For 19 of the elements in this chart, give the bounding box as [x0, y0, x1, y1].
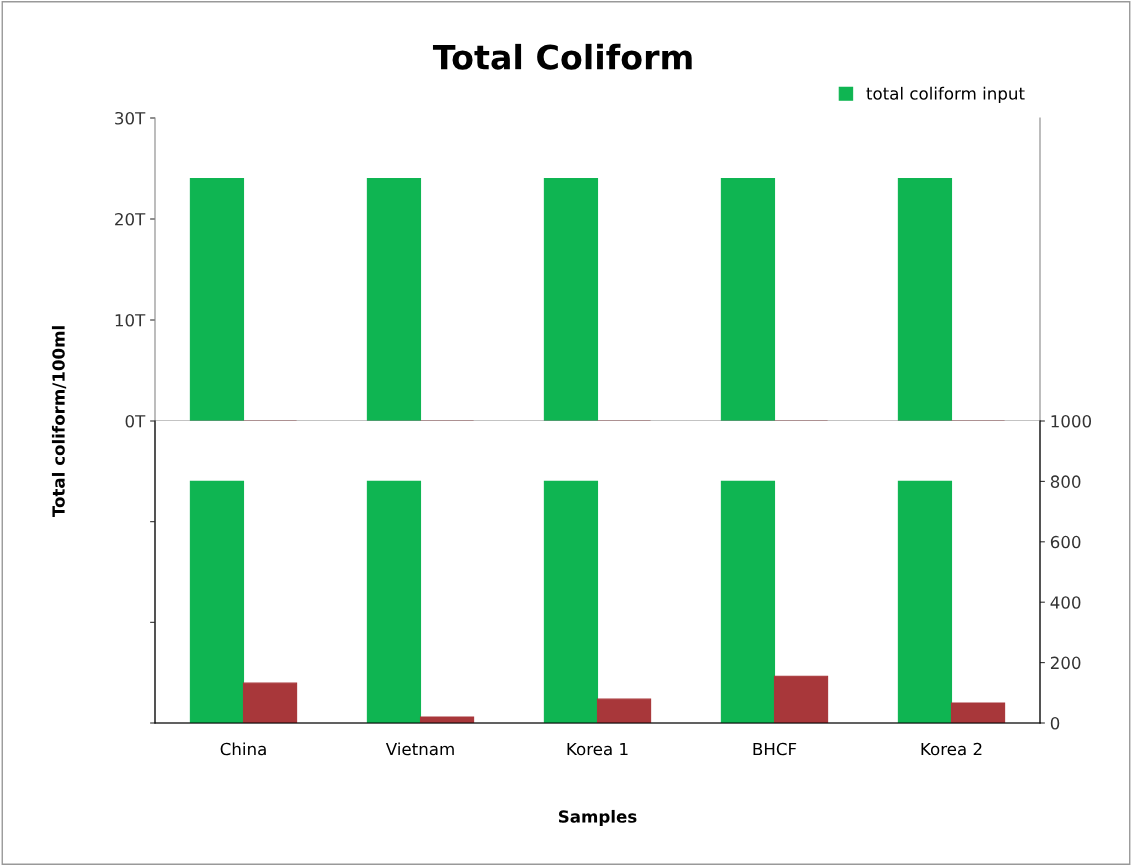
chart-title: Total Coliform — [432, 43, 692, 70]
y2-tick-label: 800 — [1050, 475, 1081, 488]
x-axis-title: Samples — [558, 809, 637, 827]
x-tick-label: Korea 2 — [921, 742, 982, 756]
y-tick-label: 10T — [115, 313, 146, 327]
y2-tick-label: 1000 — [1051, 414, 1092, 428]
y-tick-label: 20T — [115, 212, 146, 226]
legend-label: total coliform input — [866, 86, 1025, 103]
x-tick-label: Vietnam — [385, 742, 454, 756]
y2-tick-label: 0 — [1050, 716, 1060, 730]
x-tick-label: Korea 1 — [567, 742, 628, 756]
x-tick-label: China — [220, 742, 266, 756]
x-tick-label: BHCF — [753, 742, 797, 756]
y-axis-title: Total coliform/100ml — [51, 326, 67, 518]
y2-tick-label: 600 — [1050, 535, 1081, 549]
y-tick-label: 0T — [125, 414, 146, 428]
y2-tick-label: 200 — [1050, 656, 1081, 670]
y-tick-label: 30T — [115, 111, 146, 125]
y2-tick-label: 400 — [1050, 596, 1081, 609]
